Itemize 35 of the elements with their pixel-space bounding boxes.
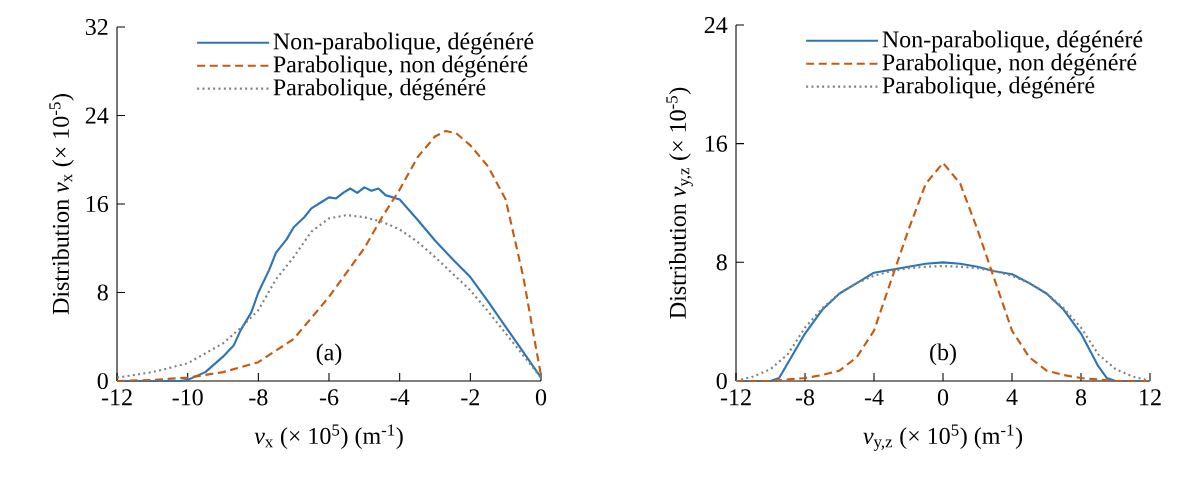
x-tick-label: 8 xyxy=(1075,389,1087,406)
legend-label: Parabolique, dégénéré xyxy=(273,78,486,101)
x-axis-title: v$_{x}$ (× 10$^{5}$) (m$^{-1}$) xyxy=(254,424,403,449)
y-tick-label: 32 xyxy=(85,18,108,36)
x-tick-label: -2 xyxy=(461,389,480,406)
annotation: (b) xyxy=(930,343,956,366)
y-tick-label: 24 xyxy=(704,17,728,33)
legend-label: Parabolique, non dégénéré xyxy=(882,53,1137,76)
y-tick-label: 8 xyxy=(97,284,108,301)
x-tick-label: 4 xyxy=(1006,389,1018,406)
x-tick-label: -4 xyxy=(864,389,884,406)
legend-label: Parabolique, non dégénéré xyxy=(273,55,528,78)
x-tick-label: 0 xyxy=(937,389,949,406)
x-tick-label: -8 xyxy=(249,389,268,406)
x-tick-label: -4 xyxy=(390,389,410,406)
y-tick-label: 24 xyxy=(85,107,109,124)
y-tick-label: 8 xyxy=(716,254,727,271)
y-axis-title: Distribution v$_{y,z}$ (× 10$^{-5}$) xyxy=(666,87,693,319)
x-tick-label: -12 xyxy=(101,389,132,406)
x-tick-label: -10 xyxy=(172,389,203,406)
legend-label: Non-parabolique, dégénéré xyxy=(273,32,534,55)
x-tick-label: 12 xyxy=(1140,389,1161,406)
x-tick-label: 0 xyxy=(535,389,547,406)
x-tick-label: -6 xyxy=(319,389,339,406)
legend-label: Non-parabolique, dégénéré xyxy=(882,30,1143,53)
y-tick-label: 0 xyxy=(97,372,108,390)
annotation: (a) xyxy=(316,343,342,366)
x-tick-label: -12 xyxy=(720,389,751,406)
y-tick-label: 16 xyxy=(705,135,728,152)
x-tick-label: -8 xyxy=(795,389,815,406)
y-tick-label: 16 xyxy=(86,195,109,213)
legend-label: Parabolique, dégénéré xyxy=(882,76,1095,99)
x-axis-title: v$_{y,z}$ (× 10$^{5}$) (m$^{-1}$) xyxy=(863,424,1023,451)
y-tick-label: 0 xyxy=(716,372,727,390)
y-axis-title: Distribution v$_{x}$ (× 10$^{-5}$) xyxy=(49,94,74,315)
